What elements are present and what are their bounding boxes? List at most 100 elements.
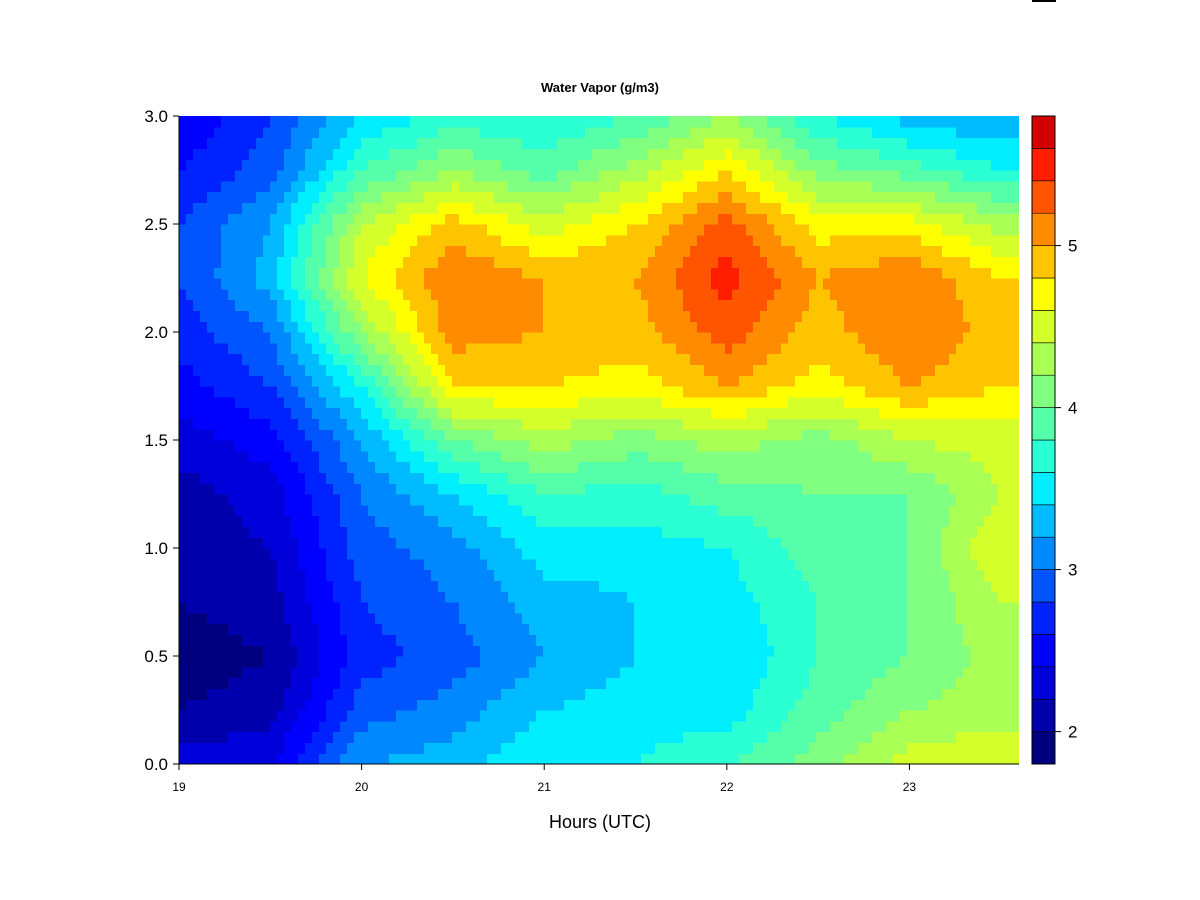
heat-cell	[599, 634, 607, 646]
heat-cell	[242, 321, 250, 333]
heat-cell	[228, 558, 236, 571]
heat-cell	[319, 332, 327, 344]
heat-cell	[214, 591, 222, 603]
heat-cell	[914, 645, 922, 657]
heat-cell	[844, 602, 852, 614]
heat-cell	[984, 558, 992, 571]
heat-cell	[830, 634, 838, 646]
heat-cell	[921, 623, 929, 635]
heat-cell	[886, 688, 894, 700]
heat-cell	[242, 548, 250, 560]
heat-cell	[725, 548, 733, 560]
heat-cell	[501, 569, 509, 581]
heat-cell	[214, 450, 222, 463]
heat-cell	[452, 353, 460, 365]
heat-cell	[221, 353, 229, 365]
heat-cell	[291, 569, 299, 581]
heat-cell	[809, 602, 817, 614]
heat-cell	[382, 396, 390, 409]
heat-cell	[459, 699, 467, 711]
heat-cell	[186, 321, 194, 333]
heat-cell	[1012, 720, 1019, 733]
heat-cell	[970, 634, 978, 646]
heat-cell	[333, 332, 341, 344]
heat-cell	[641, 742, 649, 754]
heat-cell	[886, 396, 894, 409]
heat-cell	[718, 429, 726, 441]
heat-cell	[753, 656, 761, 668]
heat-cell	[830, 386, 838, 398]
heat-cell	[767, 612, 775, 625]
heat-cell	[844, 634, 852, 646]
heat-cell	[445, 569, 453, 581]
heat-cell	[473, 461, 481, 473]
heat-cell	[977, 526, 985, 538]
heat-cell	[732, 634, 740, 646]
heat-cell	[403, 418, 411, 430]
heat-cell	[403, 710, 411, 722]
heat-cell	[641, 386, 649, 398]
heat-cell	[788, 569, 796, 581]
heat-cell	[599, 386, 607, 398]
heat-cell	[270, 548, 278, 560]
heat-cell	[851, 558, 859, 571]
heat-cell	[599, 537, 607, 549]
heat-cell	[774, 623, 782, 635]
heat-cell	[235, 688, 243, 700]
heat-cell	[578, 342, 586, 355]
heat-cell	[844, 666, 852, 679]
heat-cell	[438, 634, 446, 646]
heat-cell	[648, 386, 656, 398]
heat-cell	[641, 332, 649, 344]
heat-cell	[599, 364, 607, 376]
heat-cell	[606, 526, 614, 538]
heat-cell	[221, 472, 229, 484]
heat-cell	[263, 731, 271, 743]
heat-cell	[830, 440, 838, 452]
heat-cell	[179, 710, 187, 722]
heat-cell	[487, 753, 495, 764]
heat-cell	[361, 548, 369, 560]
heat-cell	[522, 504, 530, 517]
heat-cell	[823, 353, 831, 365]
heat-cell	[949, 461, 957, 473]
heat-cell	[242, 515, 250, 527]
heat-cell	[865, 753, 873, 764]
heat-cell	[914, 342, 922, 355]
heat-cell	[1005, 494, 1013, 506]
heat-cell	[942, 450, 950, 463]
heat-cell	[403, 407, 411, 419]
heat-cell	[676, 418, 684, 430]
heat-cell	[445, 656, 453, 668]
heat-cell	[389, 515, 397, 527]
heat-cell	[844, 537, 852, 549]
heat-cell	[361, 753, 369, 764]
heat-cell	[431, 731, 439, 743]
heat-cell	[1005, 353, 1013, 365]
heat-cell	[445, 353, 453, 365]
heat-cell	[333, 742, 341, 754]
heat-cell	[977, 591, 985, 603]
heat-cell	[382, 450, 390, 463]
heat-cell	[319, 407, 327, 419]
heat-cell	[298, 429, 306, 441]
heat-cell	[543, 526, 551, 538]
heat-cell	[984, 418, 992, 430]
heat-cell	[438, 742, 446, 754]
heat-cell	[1012, 753, 1019, 764]
heat-cell	[788, 504, 796, 517]
heat-cell	[389, 418, 397, 430]
heat-cell	[655, 634, 663, 646]
heat-cell	[480, 634, 488, 646]
heat-cell	[697, 580, 705, 592]
heat-cell	[221, 396, 229, 409]
heat-cell	[284, 310, 292, 322]
heat-cell	[865, 710, 873, 722]
heat-cell	[291, 418, 299, 430]
heat-cell	[984, 537, 992, 549]
heat-cell	[704, 526, 712, 538]
heat-cell	[641, 591, 649, 603]
heat-cell	[480, 375, 488, 387]
heat-cell	[956, 504, 964, 517]
heat-cell	[921, 321, 929, 333]
